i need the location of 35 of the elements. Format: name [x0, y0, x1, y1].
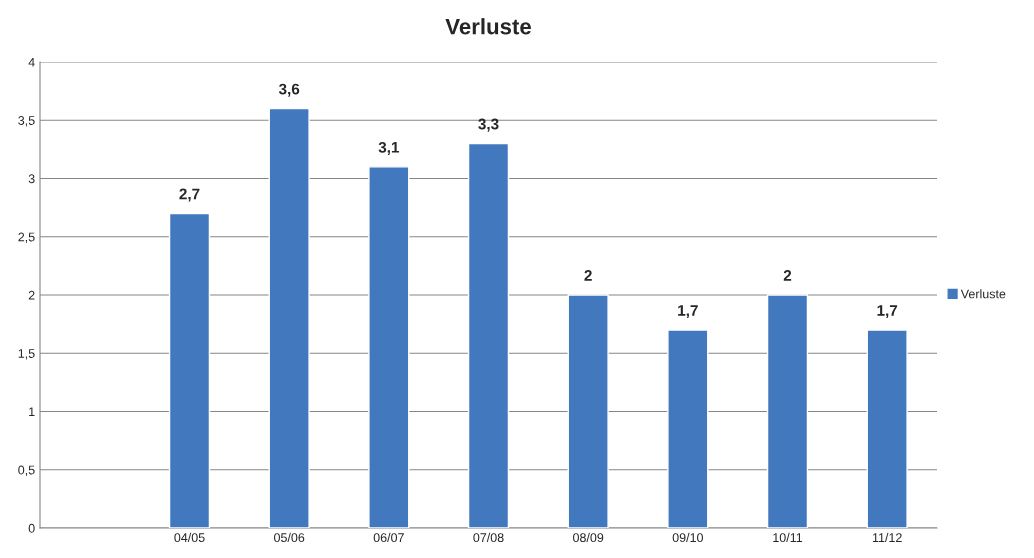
- data-label: 1,7: [678, 305, 698, 319]
- bar: [268, 107, 310, 528]
- data-label: 3,6: [278, 83, 300, 97]
- y-tick-label: 2: [28, 290, 35, 300]
- data-label: 1,7: [877, 305, 898, 319]
- bar: [866, 329, 908, 528]
- bar: [766, 294, 809, 528]
- data-label: 3,3: [478, 118, 499, 132]
- x-tick-label: 09/10: [672, 532, 703, 543]
- bar: [667, 329, 709, 528]
- bar: [567, 294, 609, 528]
- x-tick-label: 10/11: [773, 532, 803, 543]
- x-tick-label: 08/09: [573, 532, 604, 543]
- bar: [168, 212, 211, 528]
- bar: [368, 166, 410, 528]
- y-tick-label: 3,5: [18, 116, 35, 127]
- y-tick-label: 0: [28, 523, 35, 533]
- data-label: 2,7: [179, 188, 200, 202]
- y-tick-label: 3: [28, 174, 35, 184]
- y-tick-label: 1: [29, 407, 35, 417]
- x-tick-label: 05/06: [274, 532, 305, 543]
- data-label: 2: [584, 270, 592, 281]
- data-label: 2: [783, 270, 792, 281]
- bar: [467, 142, 510, 528]
- x-tick-label: 07/08: [473, 532, 504, 543]
- y-tick-label: 0,5: [18, 465, 35, 476]
- x-tick-label: 04/05: [174, 532, 205, 543]
- chart-title: Verluste: [445, 18, 531, 35]
- x-tick-label: 11/12: [872, 532, 902, 543]
- data-label: 3,1: [378, 141, 400, 155]
- legend-label: Verluste: [960, 289, 1006, 299]
- y-tick-label: 4: [28, 57, 35, 67]
- y-tick-label: 2,5: [18, 232, 35, 243]
- x-tick-label: 06/07: [373, 532, 404, 543]
- y-tick-label: 1,5: [18, 349, 35, 360]
